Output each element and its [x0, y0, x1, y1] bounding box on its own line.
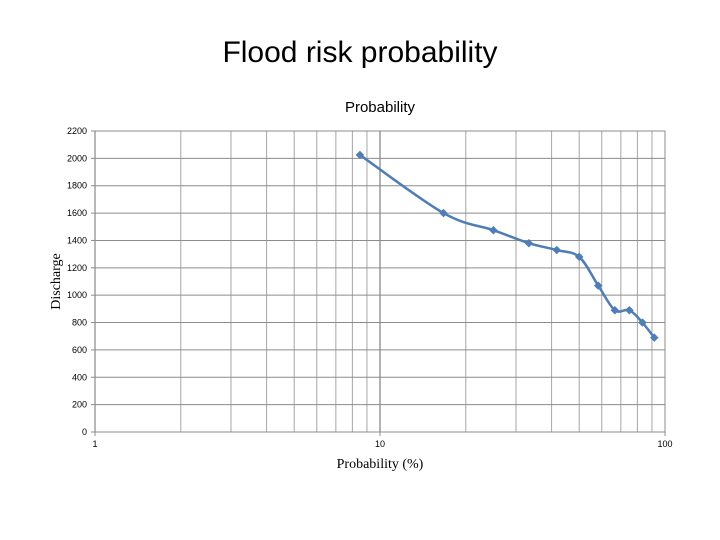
data-point-marker: [593, 281, 603, 290]
data-point-marker: [439, 208, 448, 218]
x-tick-label: 10: [375, 439, 385, 449]
y-tick-label: 800: [72, 318, 87, 328]
y-tick-label: 2200: [67, 126, 87, 136]
y-tick-label: 1000: [67, 290, 87, 300]
y-tick-label: 1400: [67, 235, 87, 245]
x-tick-label: 100: [657, 439, 672, 449]
y-tick-label: 200: [72, 400, 87, 410]
chart-title: Probability: [345, 99, 416, 116]
data-point-marker: [355, 150, 365, 160]
data-point-marker: [524, 238, 534, 248]
y-tick-label: 0: [82, 427, 87, 437]
data-point-marker: [649, 333, 659, 342]
y-tick-label: 600: [72, 345, 87, 355]
y-tick-label: 1800: [67, 181, 87, 191]
y-axis-title: Discharge: [49, 253, 64, 310]
data-point-marker: [552, 245, 562, 255]
x-tick-label: 1: [92, 439, 97, 449]
y-tick-label: 2000: [67, 153, 87, 163]
slide-title: Flood risk probability: [222, 36, 498, 69]
data-point-marker: [610, 305, 620, 315]
vertical-gridlines: [94, 131, 653, 432]
data-point-marker: [638, 318, 647, 327]
data-point-marker: [625, 305, 634, 315]
y-tick-labels: 0 200 400 600 800 1000 1200 1400 1600 1800 2000 220…: [67, 126, 87, 437]
y-tick-label: 400: [72, 372, 87, 382]
x-axis-title: Probability (%): [337, 457, 424, 472]
data-point-marker: [574, 252, 584, 262]
y-tick-label: 1200: [67, 263, 87, 273]
series-group: [355, 150, 659, 342]
data-point-marker: [489, 225, 498, 235]
y-tick-label: 1600: [67, 208, 87, 218]
series-line: [359, 153, 656, 339]
x-tick-labels: 1 10 100: [92, 432, 673, 449]
